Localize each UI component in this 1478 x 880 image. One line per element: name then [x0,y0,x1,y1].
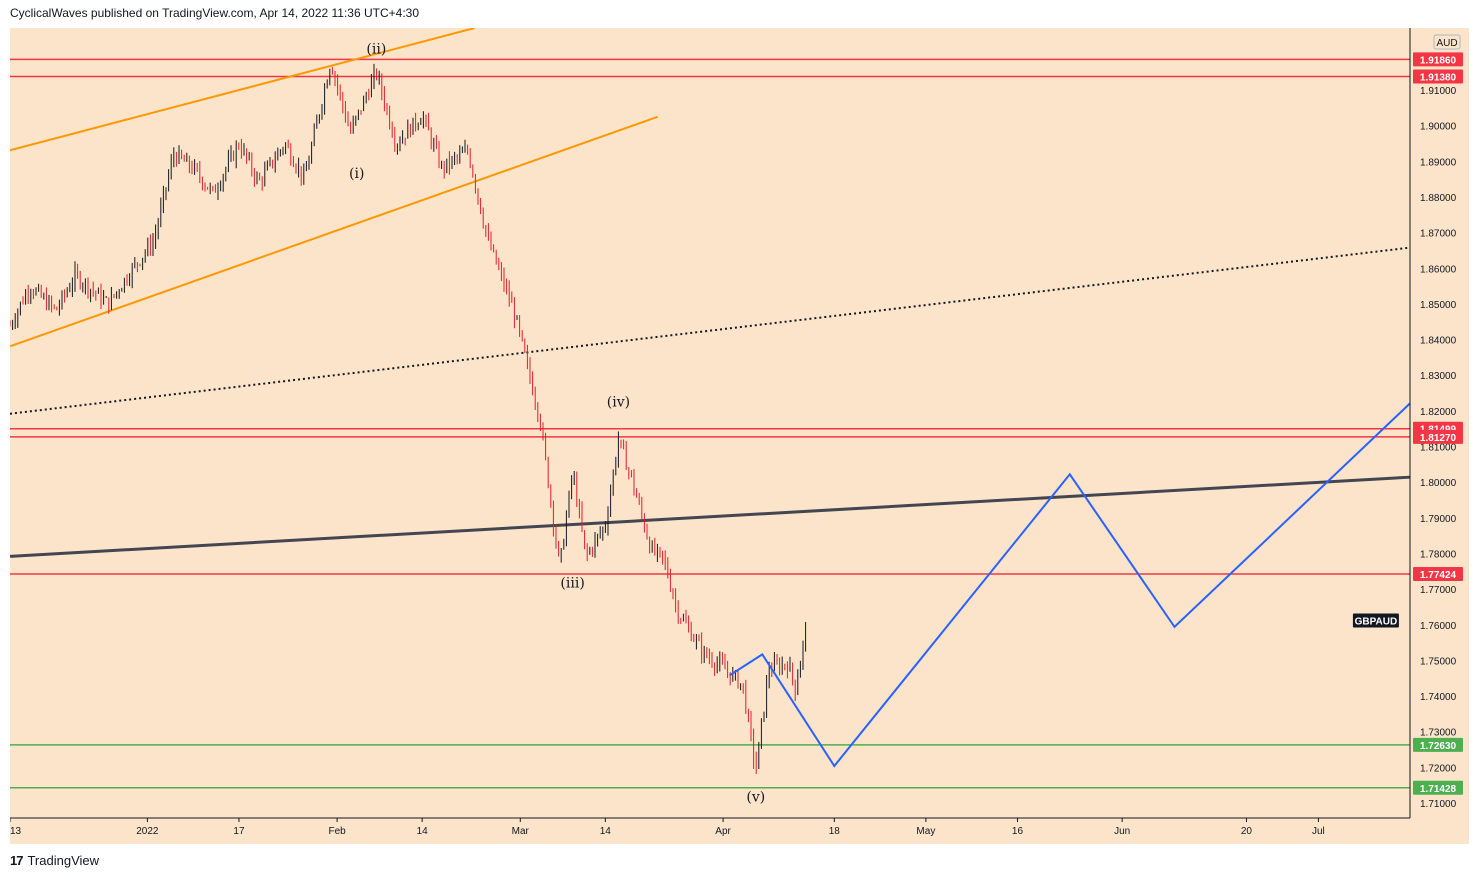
price-tick-label: 1.83000 [1420,371,1457,382]
price-tick-label: 1.82000 [1420,407,1457,418]
candles [10,63,807,774]
symbol-badge: GBPAUD [1352,613,1399,628]
price-tick-label: 1.88000 [1420,193,1457,204]
price-tick-label: 1.75000 [1420,656,1457,667]
projection-path [729,402,1411,768]
level-badges: 1.918601.913801.814991.812701.774241.726… [1413,52,1463,795]
price-tick-label: 1.84000 [1420,336,1457,347]
time-tick-label: Feb [328,826,346,837]
trend-lines [10,28,1411,558]
price-axis: 1.71000 1.72000 1.73000 1.74000 1.75000 1.760… [1420,86,1457,810]
price-tick-label: 1.77000 [1420,585,1457,596]
level-badge-label: 1.71428 [1420,784,1457,795]
price-tick-label: 1.79000 [1420,514,1457,525]
currency-text: AUD [1436,38,1457,49]
price-tick-label: 1.85000 [1420,300,1457,311]
projection [729,402,1411,768]
level-badge-label: 1.81270 [1420,433,1457,444]
price-tick-label: 1.81000 [1420,443,1457,454]
level-badge-label: 1.91380 [1420,72,1457,83]
time-tick-label: 14 [600,826,612,837]
level-badge [1413,52,1463,67]
price-tick-label: 1.74000 [1420,692,1457,703]
channel-upper-line [10,28,475,152]
price-tick-label: 1.80000 [1420,478,1457,489]
price-tick-label: 1.73000 [1420,728,1457,739]
price-tick-label: 1.72000 [1420,763,1457,774]
time-axis: 13 2022 17 Feb 14 Mar 14 Apr 18 May 16 Jun 20 Jul [10,818,1325,837]
time-tick-label: Mar [512,826,530,837]
time-tick-label: 17 [233,826,245,837]
price-tick-label: 1.78000 [1420,549,1457,560]
symbol-badge-label: GBPAUD [1355,617,1398,628]
time-tick-label: 2022 [136,826,159,837]
time-tick-label: 16 [1012,826,1024,837]
currency-label: AUD [1433,34,1461,50]
time-tick-label: 18 [829,826,841,837]
level-badge-label: 1.91860 [1420,55,1457,66]
level-badge [1413,737,1463,752]
level-badge [1413,567,1463,582]
channel-lower-line [10,115,658,348]
time-tick-label: Jun [1114,826,1130,837]
footer-brand: TradingView [27,853,100,868]
wave-label: (iii) [560,575,584,591]
tradingview-logo-icon: 17 [10,853,24,868]
time-tick-label: 13 [10,826,22,837]
chart-frame [10,28,1469,844]
level-badge-label: 1.72630 [1420,741,1457,752]
footer: 17 TradingView [10,853,99,868]
wave-label: (i) [349,166,364,182]
price-tick-label: 1.90000 [1420,122,1457,133]
horizontal-levels [10,58,1410,789]
time-tick-label: Apr [715,826,731,837]
level-badge-label: 1.77424 [1420,570,1457,581]
wave-labels: c(ii)(i)(iv)(iii)(v) [349,41,765,806]
level-badge [1413,780,1463,795]
wave-label: (ii) [366,41,386,57]
price-tick-label: 1.71000 [1420,799,1457,810]
level-badge [1413,69,1463,84]
symbol-badge-bg [1352,613,1399,628]
price-chart[interactable]: c(ii)(i)(iv)(iii)(v) 1.710001.720001.730… [10,28,1469,844]
time-tick-label: Jul [1312,826,1325,837]
price-tick-label: 1.89000 [1420,157,1457,168]
price-tick-label: 1.86000 [1420,264,1457,275]
time-tick-label: 14 [417,826,429,837]
time-tick-label: 20 [1241,826,1253,837]
price-tick-label: 1.91000 [1420,86,1457,97]
time-tick-label: May [916,826,935,837]
publisher-line: CyclicalWaves published on TradingView.c… [10,6,420,20]
price-tick-label: 1.76000 [1420,621,1457,632]
price-tick-label: 1.87000 [1420,229,1457,240]
wave-label: (v) [746,790,765,806]
level-badge [1413,429,1463,444]
wave-label: (iv) [607,395,630,411]
dark-trend-line [10,475,1411,558]
